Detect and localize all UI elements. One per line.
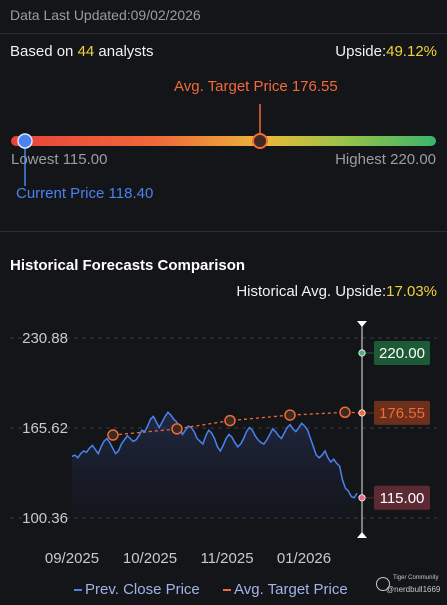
legend-avg-target-label: Avg. Target Price bbox=[234, 581, 348, 598]
lowest-label: Lowest 115.00 bbox=[11, 151, 108, 168]
legend-avg-target-swatch bbox=[223, 589, 231, 592]
low-marker-box bbox=[374, 485, 430, 510]
y-tick-label: 100.36 bbox=[22, 510, 68, 527]
price-area bbox=[72, 412, 357, 518]
upside-label: Upside: bbox=[335, 43, 387, 60]
target-point bbox=[339, 406, 351, 419]
price-line bbox=[71, 411, 358, 499]
current-price-marker bbox=[17, 133, 33, 149]
last-updated: Data Last Updated:09/02/2026 bbox=[10, 7, 201, 23]
target-point bbox=[107, 429, 119, 441]
avg-target-marker-dot bbox=[358, 409, 366, 417]
historical-chart: 230.88 165.62 100.36 220.00 176.55 115.00 09/2… bbox=[10, 321, 437, 567]
avg-target-marker-label: 176.55 bbox=[379, 405, 425, 422]
based-on-suffix: analysts bbox=[94, 43, 154, 60]
highest-label: Highest 220.00 bbox=[335, 151, 436, 168]
range-bottom-arrow-icon bbox=[357, 532, 367, 538]
history-upside-value: 17.03% bbox=[386, 283, 437, 300]
legend-prev-close-swatch bbox=[74, 589, 82, 592]
x-tick-label: 11/2025 bbox=[200, 550, 253, 567]
upside-value: 49.12% bbox=[386, 43, 437, 60]
x-tick-label: 01/2026 bbox=[277, 550, 331, 567]
based-on-prefix: Based on bbox=[10, 43, 78, 60]
high-marker-label: 220.00 bbox=[379, 345, 425, 362]
watermark-line2: @nerdbull1669 bbox=[386, 585, 441, 594]
y-tick-label: 230.88 bbox=[22, 330, 68, 347]
legend-prev-close: Prev. Close Price bbox=[74, 581, 200, 598]
target-point bbox=[224, 414, 236, 427]
last-updated-label: Data Last Updated: bbox=[10, 7, 131, 23]
high-marker-dot bbox=[358, 349, 366, 357]
low-marker-dot bbox=[358, 494, 366, 502]
history-upside-label: Historical Avg. Upside: bbox=[236, 283, 387, 300]
history-upside-text: Historical Avg. Upside:17.03% bbox=[236, 283, 437, 300]
watermark-line1: Tiger Community bbox=[393, 575, 439, 581]
low-marker-label: 115.00 bbox=[380, 490, 425, 507]
x-tick-label: 09/2025 bbox=[45, 550, 99, 567]
legend-avg-target: Avg. Target Price bbox=[223, 581, 348, 598]
upside-text: Upside:49.12% bbox=[335, 43, 437, 60]
avg-target-marker-box bbox=[374, 400, 430, 425]
watermark: Tiger Community @nerdbull1669 bbox=[376, 575, 442, 597]
avg-target-marker bbox=[252, 133, 268, 149]
price-range-gauge bbox=[11, 104, 436, 186]
last-updated-date: 09/02/2026 bbox=[130, 7, 201, 23]
range-top-arrow-icon bbox=[357, 321, 367, 327]
analyst-count: 44 bbox=[77, 43, 95, 60]
analyst-count-text: Based on 44 analysts bbox=[10, 43, 153, 60]
target-point bbox=[171, 423, 183, 435]
legend-prev-close-label: Prev. Close Price bbox=[85, 581, 200, 598]
y-tick-label: 165.62 bbox=[22, 420, 68, 437]
gauge-bar bbox=[11, 136, 436, 146]
history-title: Historical Forecasts Comparison bbox=[10, 257, 246, 274]
watermark-logo-icon bbox=[376, 577, 390, 591]
header-divider bbox=[0, 33, 447, 34]
target-point bbox=[284, 409, 296, 421]
x-tick-label: 10/2025 bbox=[123, 550, 177, 567]
avg-target-label: Avg. Target Price 176.55 bbox=[174, 78, 338, 95]
current-price-label: Current Price 118.40 bbox=[16, 185, 154, 202]
section-divider bbox=[0, 231, 447, 232]
high-marker-box bbox=[374, 341, 430, 366]
